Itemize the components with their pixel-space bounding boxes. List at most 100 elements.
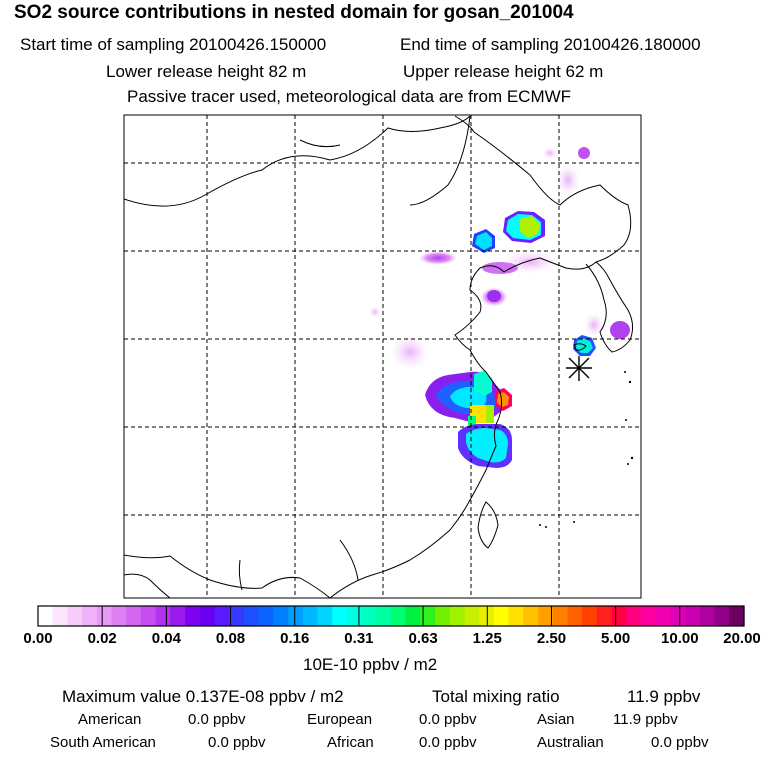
colorbar-cell — [626, 606, 642, 626]
colorbar-cell — [729, 606, 745, 626]
plume-manchuria — [556, 164, 580, 196]
colorbar-cell — [111, 606, 127, 626]
colorbar-cell — [670, 606, 686, 626]
colorbar-tick-label: 0.04 — [151, 630, 181, 647]
region-australian-name: Australian — [537, 734, 604, 751]
colorbar-cell — [405, 606, 422, 626]
plume-suzhou-edge — [486, 405, 494, 423]
colorbar-tick-label: 0.00 — [23, 630, 53, 647]
plume-shanghai-core — [497, 392, 509, 407]
colorbar-cell — [464, 606, 480, 626]
colorbar-cell — [655, 606, 672, 626]
region-american-name: American — [78, 711, 142, 728]
max-value-label: Maximum value 0.137E-08 ppbv / m2 — [62, 687, 344, 706]
colorbar-cell — [82, 606, 98, 626]
plume-yellow-sea-north — [482, 262, 518, 274]
colorbar-cell — [538, 606, 554, 626]
colorbar-cell — [346, 606, 363, 626]
colorbar-tick-label: 0.63 — [408, 630, 438, 647]
colorbar-frame — [37, 605, 745, 627]
grid-lines — [124, 115, 641, 598]
colorbar-cell — [288, 606, 304, 626]
region-american-value: 0.0 ppbv — [188, 711, 246, 728]
region-european-name: European — [307, 711, 373, 728]
colorbar-cell — [685, 606, 701, 626]
plume-korea-west — [610, 321, 630, 339]
colorbar-tick-label: 0.02 — [87, 630, 117, 647]
colorbar-cell — [641, 606, 657, 626]
colorbar-tick-label: 2.50 — [536, 630, 567, 647]
colorbar-cell — [317, 606, 333, 626]
colorbar-cell — [199, 606, 216, 626]
colorbar-tick-label: 0.08 — [215, 630, 246, 647]
plume-tianjin-core — [520, 216, 540, 238]
small-islands — [539, 371, 634, 528]
colorbar-cell — [214, 606, 230, 626]
receptor-marker-asterisk — [566, 356, 592, 381]
colorbar-unit-label: 10E-10 ppbv / m2 — [303, 655, 438, 674]
region-european-value: 0.0 ppbv — [419, 711, 477, 728]
colorbar-cell — [52, 606, 69, 626]
plume-nanjing — [474, 371, 492, 396]
colorbar-tick-label: 1.25 — [472, 630, 502, 647]
colorbar-cell — [243, 606, 260, 626]
total-mixing-label: Total mixing ratio — [432, 687, 560, 706]
colorbar-cell — [332, 606, 348, 626]
plume-suzhou-edge2 — [468, 416, 476, 426]
coastlines — [124, 115, 634, 598]
colorbar-cell — [126, 606, 142, 626]
colorbar-cell — [302, 606, 319, 626]
colorbar-cell — [376, 606, 392, 626]
region-south-american-name: South American — [50, 734, 156, 751]
region-african-name: African — [327, 734, 374, 751]
colorbar-cell — [258, 606, 274, 626]
colorbar-cell — [449, 606, 466, 626]
colorbar-cell — [493, 606, 510, 626]
colorbar-cell — [185, 606, 201, 626]
region-asian-name: Asian — [537, 711, 575, 728]
colorbar-cell — [155, 606, 171, 626]
region-australian-value: 0.0 ppbv — [651, 734, 709, 751]
colorbar-tick-label: 0.31 — [344, 630, 374, 647]
colorbar-cell — [435, 606, 451, 626]
plume-korea-north — [578, 147, 590, 159]
colorbar-cell — [611, 606, 627, 626]
colorbar-cell — [699, 606, 716, 626]
colorbar-cell — [567, 606, 583, 626]
plume-hangzhou-inner — [466, 428, 508, 463]
plume-korea-mid — [584, 313, 604, 337]
plume-bohai — [418, 251, 458, 265]
colorbar-cell — [229, 606, 245, 626]
region-asian-value: 11.9 ppbv — [613, 711, 678, 728]
end-time-label: End time of sampling 20100426.180000 — [400, 35, 701, 54]
colorbar-cell — [391, 606, 407, 626]
colorbar-cell — [714, 606, 730, 626]
total-mixing-value: 11.9 ppbv — [627, 687, 701, 706]
colorbar-cell — [523, 606, 539, 626]
plume-beijing-core — [475, 232, 492, 250]
colorbar-cell — [67, 606, 83, 626]
colorbar-cell — [96, 606, 113, 626]
chart-title: SO2 source contributions in nested domai… — [14, 2, 574, 23]
colorbar-tick-label: 5.00 — [601, 630, 631, 647]
colorbar-cell — [552, 606, 569, 626]
region-south-american-value: 0.0 ppbv — [208, 734, 266, 751]
colorbar-tick-label: 0.16 — [280, 630, 310, 647]
plume-west — [369, 306, 381, 318]
plume-shandong-core — [487, 290, 501, 302]
colorbar-cell — [170, 606, 186, 626]
colorbar-cell — [596, 606, 613, 626]
colorbar-cell — [361, 606, 377, 626]
colorbar-cell — [273, 606, 289, 626]
plume-central — [390, 334, 430, 370]
colorbar-tick-label: 20.00 — [723, 630, 761, 647]
plume-manchuria-2 — [542, 147, 558, 159]
colorbar-cell — [508, 606, 524, 626]
colorbar-cell — [582, 606, 598, 626]
tracer-info-label: Passive tracer used, meteorological data… — [127, 87, 572, 106]
colorbar-tick-label: 10.00 — [661, 630, 699, 647]
start-time-label: Start time of sampling 20100426.150000 — [20, 35, 327, 54]
upper-height-label: Upper release height 62 m — [403, 62, 604, 81]
